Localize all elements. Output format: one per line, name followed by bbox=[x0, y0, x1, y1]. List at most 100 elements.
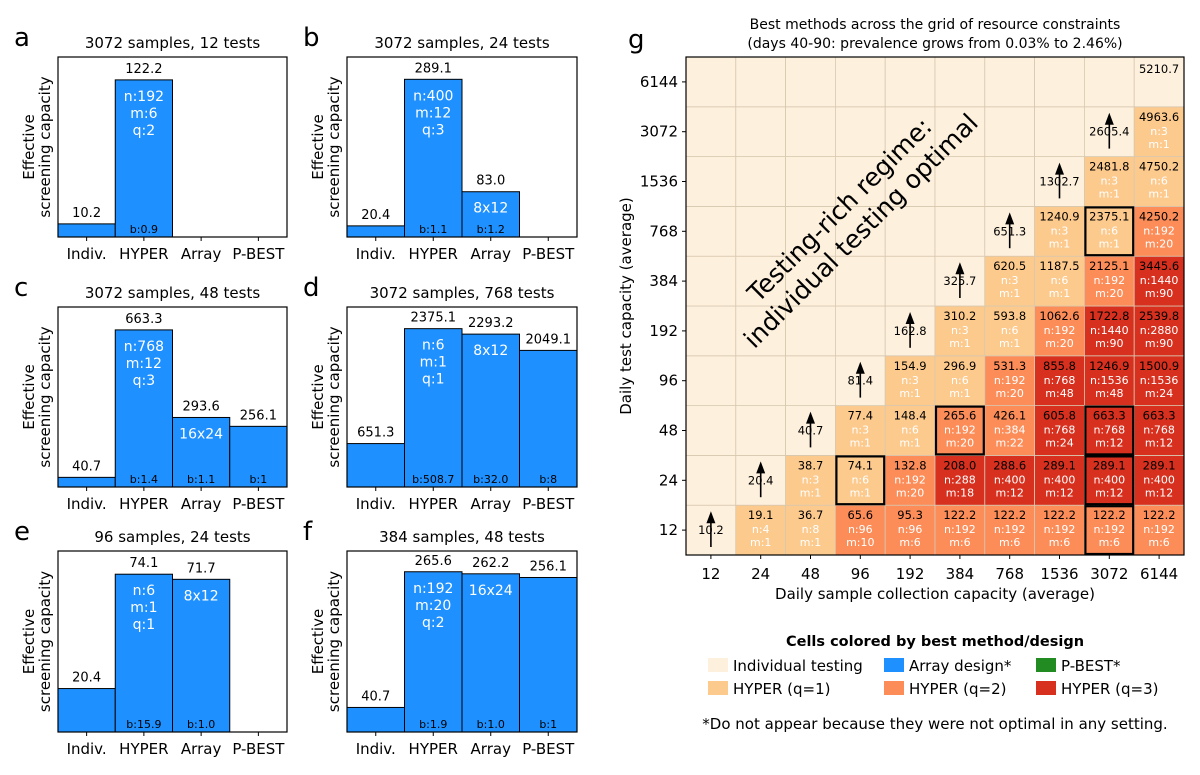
cell-design: n:3 bbox=[802, 473, 820, 486]
heatmap-cell bbox=[785, 106, 836, 158]
y-axis-label: screening capacity bbox=[325, 571, 343, 712]
optimal-box bbox=[1084, 455, 1135, 506]
heatmap-cell bbox=[984, 106, 1035, 158]
cell-design: n:6 bbox=[1001, 324, 1019, 337]
cell-value: 593.8 bbox=[993, 309, 1026, 323]
cell-value: 855.8 bbox=[1043, 359, 1076, 373]
bar-design-label: n:768 bbox=[124, 339, 164, 355]
heatmap-cell bbox=[934, 106, 986, 158]
cell-design: m:1 bbox=[750, 536, 771, 549]
cell-value: 132.8 bbox=[894, 458, 927, 472]
cell-value: 1240.9 bbox=[1039, 209, 1079, 223]
cell-design: n:8 bbox=[802, 523, 820, 536]
bar-value-label: 293.6 bbox=[183, 399, 220, 414]
cell-design: n:400 bbox=[1093, 473, 1125, 486]
heatmap-frame bbox=[685, 56, 1185, 556]
heatmap-cell bbox=[835, 255, 886, 307]
heatmap-cell bbox=[835, 156, 886, 207]
y-axis-label: screening capacity bbox=[36, 326, 54, 467]
legend-swatch bbox=[1036, 681, 1056, 695]
y-axis-label: screening capacity bbox=[36, 76, 54, 217]
arrow-head bbox=[855, 361, 865, 374]
panel-frame bbox=[57, 550, 288, 733]
cell-value: 289.1 bbox=[1093, 458, 1126, 472]
heatmap-cell bbox=[735, 355, 786, 406]
cell-value: 426.1 bbox=[993, 409, 1026, 423]
bar-value-label: 71.7 bbox=[187, 561, 216, 576]
x-tick-label: Indiv. bbox=[356, 495, 396, 513]
optimal-box bbox=[934, 405, 985, 456]
cell-value: 4250.2 bbox=[1139, 209, 1179, 223]
arrow-head bbox=[806, 411, 815, 424]
cell-value: 288.6 bbox=[993, 458, 1026, 472]
bar bbox=[172, 578, 231, 733]
x-tick-label: HYPER bbox=[119, 740, 168, 758]
panel-title: 3072 samples, 48 tests bbox=[85, 284, 260, 302]
x-tick-label: P-BEST bbox=[232, 495, 285, 513]
panel-frame bbox=[346, 56, 578, 238]
cell-design: n:192 bbox=[894, 473, 926, 486]
y-tick-label: 3072 bbox=[640, 123, 678, 141]
heatmap-cell bbox=[884, 106, 936, 158]
heatmap-cell bbox=[1034, 355, 1085, 406]
heatmap-cell bbox=[1133, 305, 1185, 357]
y-tick-label: 24 bbox=[659, 471, 678, 489]
cell-value: 265.6 bbox=[943, 409, 976, 423]
bar-design-label: q:2 bbox=[133, 123, 156, 139]
x-tick-label: 6144 bbox=[1140, 565, 1178, 583]
x-tick-label: Array bbox=[471, 245, 512, 263]
bar bbox=[57, 688, 116, 733]
y-axis-label: Daily test capacity (average) bbox=[617, 197, 635, 415]
bar bbox=[346, 225, 405, 238]
y-axis-label: Effective bbox=[20, 609, 38, 674]
legend-swatch bbox=[708, 681, 728, 695]
arrow-head bbox=[1104, 112, 1114, 125]
cell-design: m:48 bbox=[1045, 387, 1073, 400]
panel-letter: d bbox=[303, 273, 320, 303]
panel-letter: f bbox=[303, 517, 313, 547]
x-tick-label: 48 bbox=[801, 565, 820, 583]
bar bbox=[461, 573, 520, 733]
heatmap-cell bbox=[685, 106, 737, 158]
panel-letter: a bbox=[14, 23, 30, 53]
bar-b-label: b:1.1 bbox=[419, 223, 447, 236]
bar-panel-a: a 3072 samples, 12 tests Effectivescreenin… bbox=[14, 23, 288, 263]
heatmap-cell bbox=[785, 355, 836, 406]
cell-value: 289.1 bbox=[1043, 458, 1076, 472]
cell-value: 1187.5 bbox=[1039, 259, 1079, 273]
bar-design-label: n:400 bbox=[413, 88, 453, 104]
y-axis-label: screening capacity bbox=[325, 326, 343, 467]
x-tick-label: 96 bbox=[851, 565, 870, 583]
x-tick-label: Array bbox=[471, 495, 512, 513]
x-tick-label: HYPER bbox=[409, 740, 458, 758]
bar-value-label: 20.4 bbox=[72, 671, 101, 686]
cell-value: 1500.9 bbox=[1139, 359, 1179, 373]
cell-design: m:12 bbox=[1145, 486, 1173, 499]
cell-design: n:96 bbox=[898, 523, 923, 536]
cell-value: 4963.6 bbox=[1139, 110, 1179, 124]
bar-b-label: b:8 bbox=[539, 473, 557, 486]
cell-value: 289.1 bbox=[1143, 458, 1176, 472]
heatmap-cell bbox=[785, 56, 836, 108]
cell-value: 2375.1 bbox=[1089, 209, 1129, 223]
cell-value: 122.2 bbox=[1043, 508, 1076, 522]
y-tick-label: 1536 bbox=[640, 173, 678, 191]
y-axis-label: screening capacity bbox=[36, 571, 54, 712]
cell-design: m:1 bbox=[999, 337, 1020, 350]
cell-design: m:1 bbox=[899, 437, 920, 450]
cell-value: 122.2 bbox=[943, 508, 976, 522]
arrow-head bbox=[955, 262, 965, 275]
x-tick-label: Indiv. bbox=[356, 245, 396, 263]
heatmap-cell bbox=[884, 56, 936, 108]
cell-design: n:192 bbox=[994, 374, 1026, 387]
legend-swatch bbox=[884, 681, 904, 695]
cell-design: n:1440 bbox=[1140, 274, 1179, 287]
legend: Cells colored by best method/design Indiv… bbox=[702, 634, 1167, 733]
cell-value: 2481.8 bbox=[1089, 160, 1129, 174]
cell-value: 310.2 bbox=[943, 309, 976, 323]
heatmap-cell bbox=[1084, 355, 1135, 406]
heatmap-cell bbox=[984, 56, 1035, 108]
x-tick-label: 3072 bbox=[1090, 565, 1128, 583]
bar-design-label: n:6 bbox=[133, 583, 156, 599]
